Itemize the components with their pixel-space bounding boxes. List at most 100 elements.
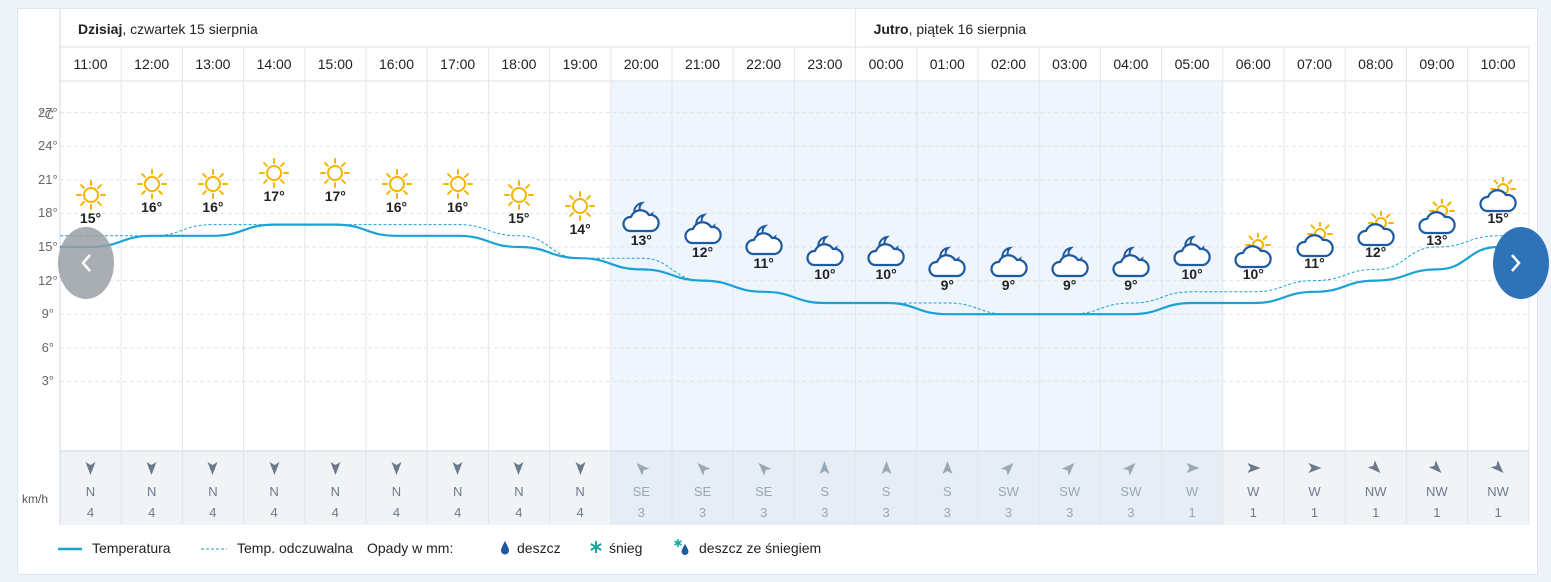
snowflake-icon <box>590 541 602 553</box>
wind-arrow-icon <box>1247 463 1261 473</box>
sun-cloud-icon <box>1479 177 1517 213</box>
temperature-label: 12° <box>691 243 714 260</box>
hour-label: 06:00 <box>1235 56 1271 72</box>
wind-direction: S <box>881 484 891 499</box>
moon-cloud-icon <box>683 213 722 244</box>
y-tick-label: 3° <box>41 373 54 389</box>
wind-direction: NW <box>1487 484 1509 499</box>
hour-label: 12:00 <box>134 56 170 72</box>
day-date: , piątek 16 sierpnia <box>908 21 1027 37</box>
hour-label: 19:00 <box>562 56 598 72</box>
prev-button[interactable] <box>58 227 114 299</box>
temperature-label: 16° <box>202 198 224 215</box>
wind-arrow-icon <box>942 461 953 474</box>
wind-direction: SE <box>755 484 773 499</box>
temperature-label: 12° <box>1365 243 1387 260</box>
temperature-label: 17° <box>263 187 285 204</box>
wind-direction: N <box>208 484 218 499</box>
wind-arrow-icon <box>207 462 218 475</box>
day-label: Jutro, piątek 16 sierpnia <box>874 21 1027 37</box>
temperature-label: 14° <box>569 221 591 238</box>
sun-icon <box>504 180 534 210</box>
wind-arrow-icon <box>1367 460 1381 473</box>
hour-label: 01:00 <box>929 56 965 72</box>
wind-speed: 4 <box>86 505 95 520</box>
temperature-label: 16° <box>447 198 469 215</box>
y-tick-label: 18° <box>38 205 58 221</box>
wind-speed: 3 <box>637 505 645 520</box>
wind-direction: N <box>514 484 524 499</box>
wind-unit: km/h <box>22 492 49 506</box>
temperature-label: 10° <box>814 266 836 282</box>
wind-arrow-icon <box>1429 460 1442 473</box>
legend-precip-title: Opady w mm: <box>367 540 454 556</box>
wind-speed: 4 <box>576 505 584 520</box>
wind-arrow-icon <box>1000 463 1014 476</box>
wind-direction: SW <box>1120 484 1142 499</box>
sun-cloud-icon <box>1295 221 1334 257</box>
sun-icon <box>198 168 228 199</box>
wind-direction: N <box>146 484 157 499</box>
wind-arrow-icon <box>819 461 830 474</box>
legend: Temperatura Temp. odczuwalna Opady w mm:… <box>18 525 1537 574</box>
wind-speed: 4 <box>515 505 523 520</box>
legend-snow: śnieg <box>609 540 643 556</box>
hour-label: 05:00 <box>1174 56 1210 72</box>
hour-label: 15:00 <box>317 56 353 72</box>
legend-sleet: deszcz ze śniegiem <box>699 540 822 556</box>
hour-label: 00:00 <box>868 56 904 72</box>
wind-arrow-icon <box>1490 460 1504 473</box>
hour-label: 18:00 <box>501 56 537 72</box>
temperature-label: 16° <box>141 198 163 215</box>
y-axis-unit: °C <box>39 107 54 122</box>
wind-arrow-icon <box>881 461 892 474</box>
wind-speed: 4 <box>209 505 217 520</box>
wind-arrow-icon <box>391 462 402 475</box>
temperature-label: 15° <box>1487 210 1509 226</box>
y-tick-label: 27° <box>38 104 58 120</box>
temperature-label: 15° <box>79 210 102 226</box>
wind-speed: 3 <box>698 505 707 520</box>
sun-icon <box>442 168 473 199</box>
temperature-line-swatch <box>58 547 82 551</box>
moon-cloud-icon <box>806 235 844 267</box>
y-tick-label: 9° <box>41 306 54 322</box>
wind-arrow-icon <box>1186 463 1200 473</box>
sleet-icon <box>674 539 689 555</box>
wind-arrow-icon <box>575 462 586 475</box>
moon-cloud-icon <box>622 201 661 233</box>
moon-cloud-icon <box>928 246 967 278</box>
wind-speed: 4 <box>392 505 401 520</box>
wind-direction: N <box>391 484 402 499</box>
legend-rain: deszcz <box>517 540 561 556</box>
day-label: Dzisiaj, czwartek 15 sierpnia <box>78 21 258 37</box>
wind-speed: 3 <box>1004 505 1013 520</box>
y-tick-label: 15° <box>38 239 58 254</box>
hour-label: 07:00 <box>1296 56 1333 72</box>
wind-speed: 3 <box>882 505 890 520</box>
wind-speed: 3 <box>1066 505 1074 520</box>
temperature-label: 10° <box>1181 266 1203 282</box>
wind-arrow-icon <box>330 462 341 475</box>
sun-icon <box>136 168 167 199</box>
temperature-label: 9° <box>940 277 954 294</box>
wind-speed: 1 <box>1310 505 1319 520</box>
sun-icon <box>565 191 596 222</box>
next-button[interactable] <box>1493 227 1549 299</box>
temperature-label: 9° <box>1124 277 1138 294</box>
moon-cloud-icon <box>867 235 905 267</box>
hour-label: 08:00 <box>1358 56 1394 72</box>
hour-label: 04:00 <box>1113 56 1149 72</box>
wind-arrow-icon <box>1123 463 1136 476</box>
wind-direction: W <box>1308 484 1321 499</box>
wind-speed: 3 <box>760 505 768 520</box>
hour-label: 14:00 <box>256 56 292 72</box>
temperature-label: 13° <box>630 232 652 249</box>
wind-speed: 1 <box>1433 505 1441 520</box>
wind-speed: 4 <box>454 505 462 520</box>
wind-speed: 4 <box>331 505 339 520</box>
wind-arrow-icon <box>146 462 157 475</box>
wind-direction: SW <box>1059 484 1081 499</box>
legend-feels-like: Temp. odczuwalna <box>237 540 353 556</box>
hour-label: 22:00 <box>746 56 782 72</box>
